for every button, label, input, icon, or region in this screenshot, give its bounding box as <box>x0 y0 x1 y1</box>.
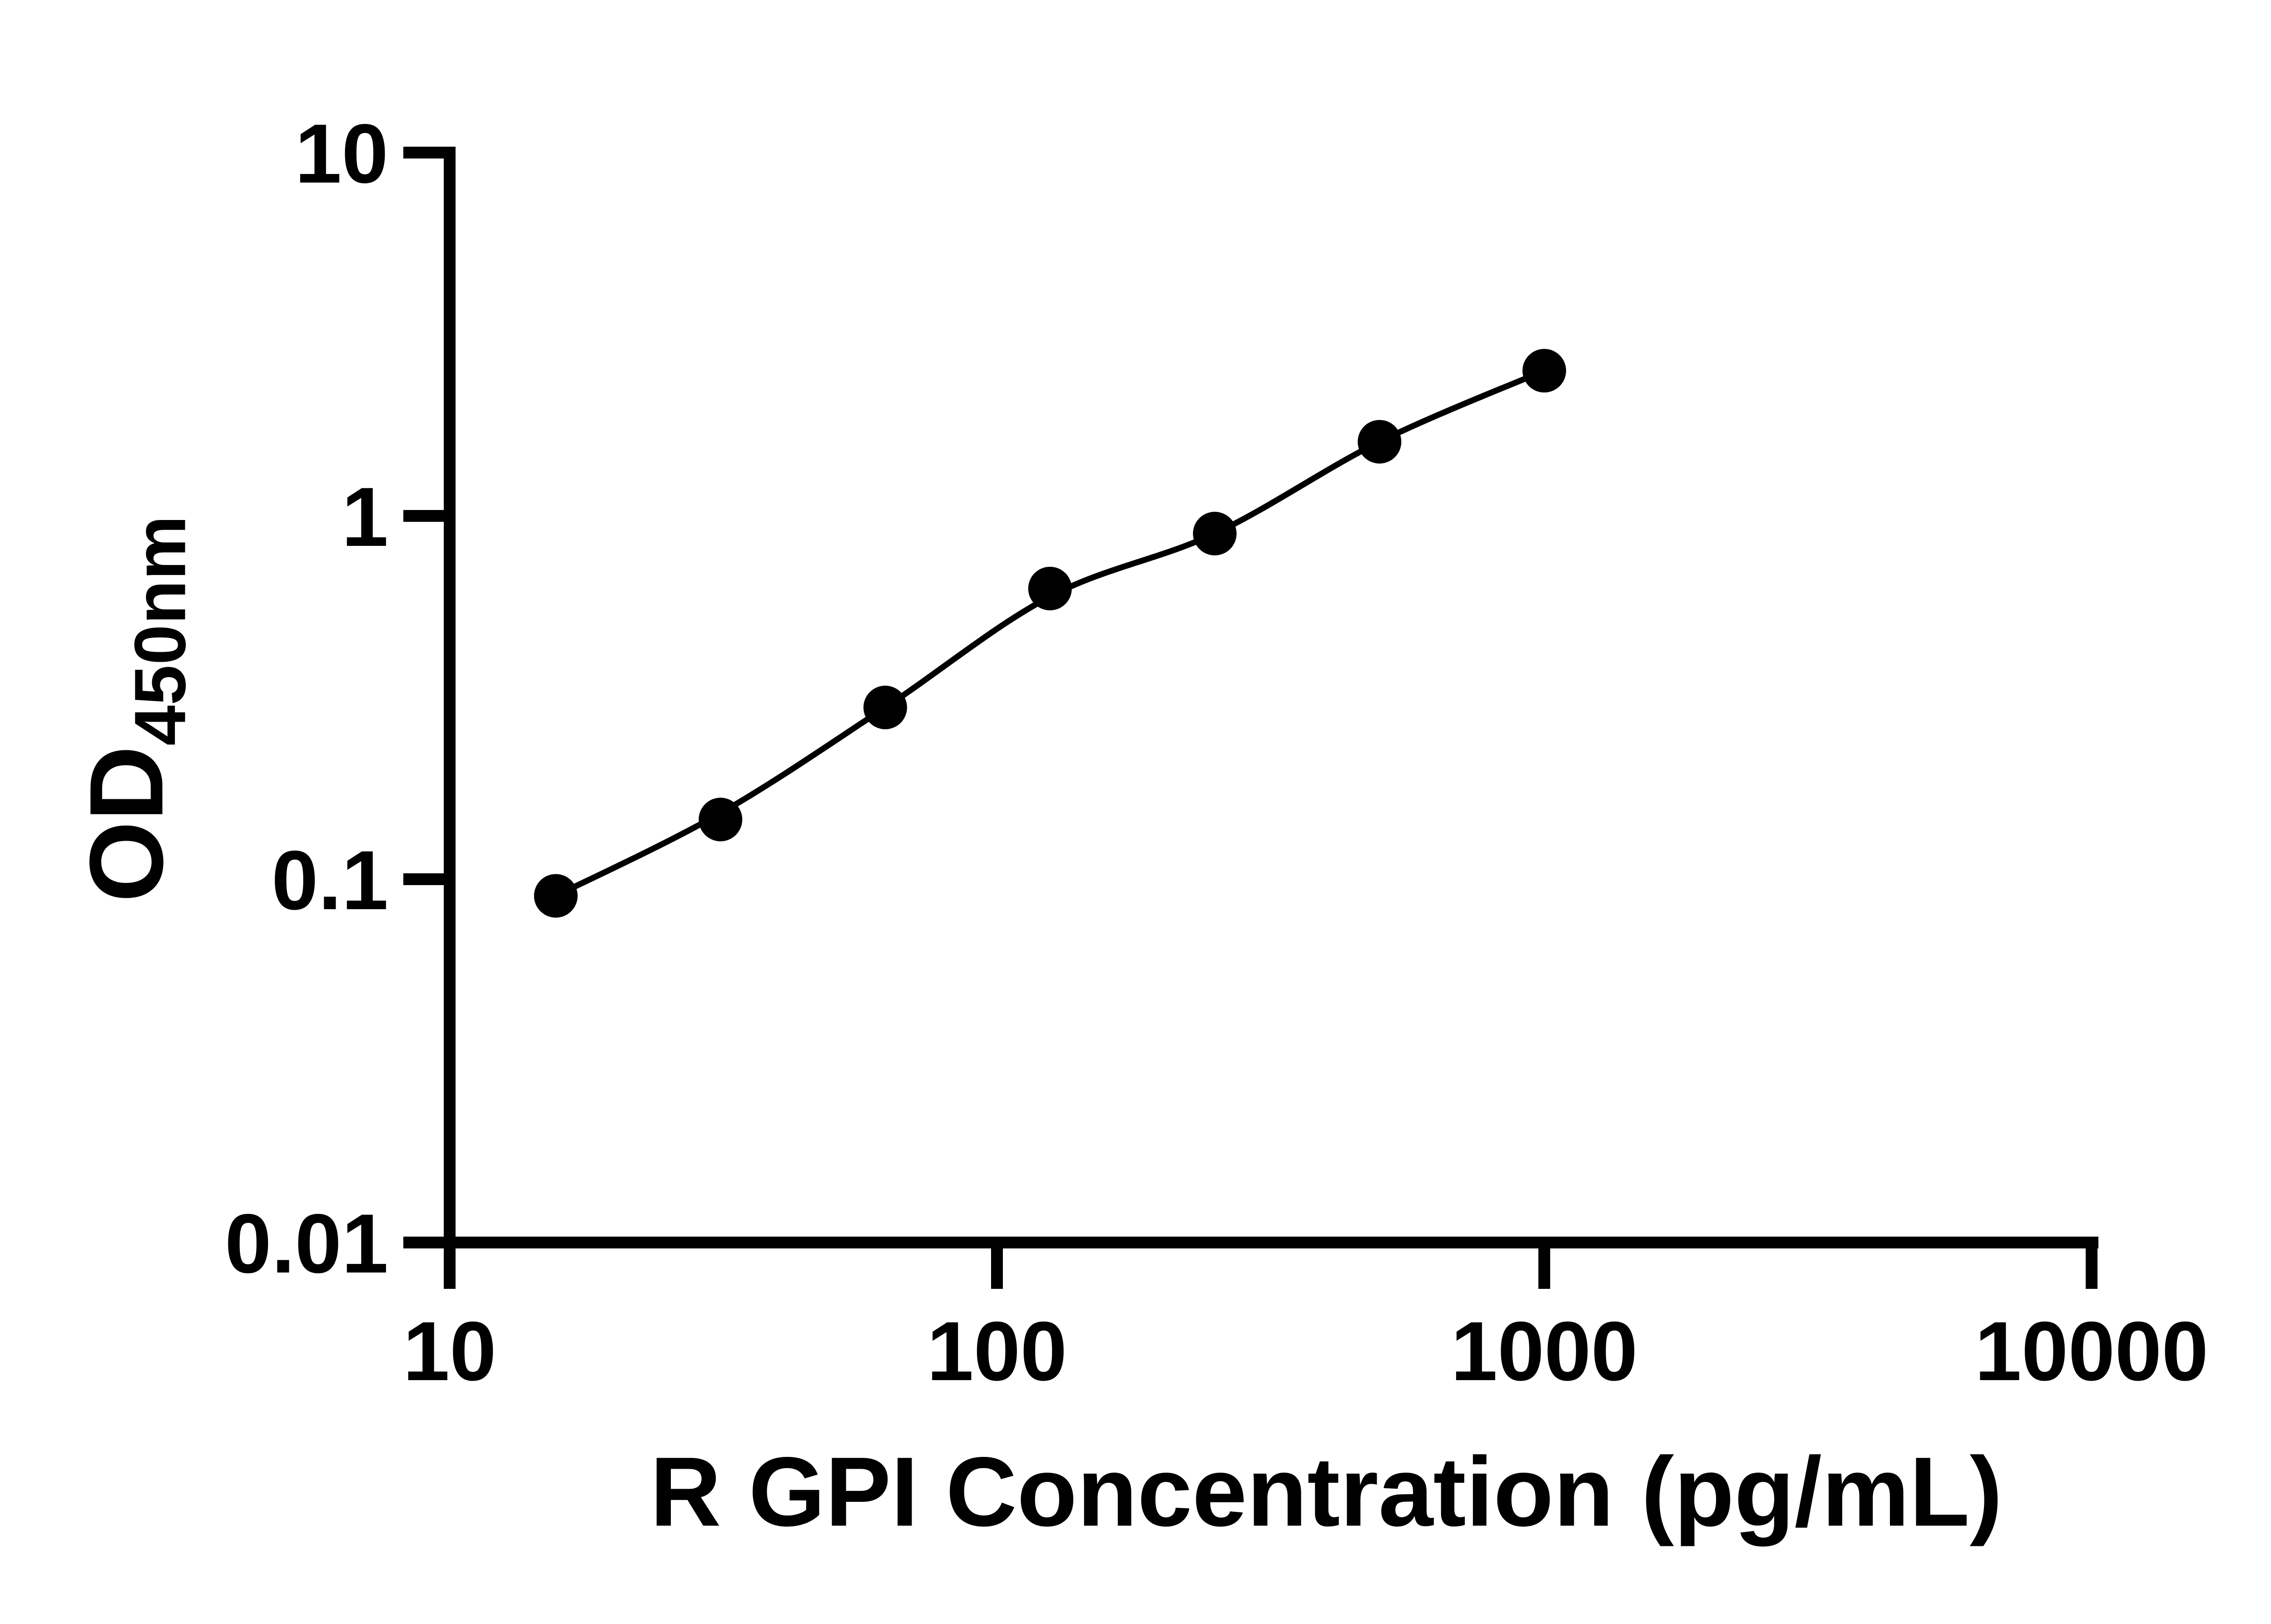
x-tick-label: 1000 <box>1451 1305 1638 1398</box>
y-tick-label: 0.1 <box>272 834 388 927</box>
data-point <box>1193 511 1237 555</box>
y-axis-title: OD450nm <box>66 515 202 902</box>
data-point <box>863 685 907 729</box>
x-tick-label: 100 <box>927 1305 1067 1398</box>
y-tick-label: 10 <box>295 107 388 201</box>
y-tick-label: 0.01 <box>225 1197 388 1291</box>
x-tick-label: 10 <box>403 1305 496 1398</box>
x-axis-title: R GPI Concentration (pg/mL) <box>650 1436 2003 1547</box>
data-point <box>699 797 743 842</box>
y-tick-label: 1 <box>342 470 388 564</box>
data-point <box>1028 566 1072 610</box>
y-axis-title-main: OD <box>68 745 185 902</box>
data-point <box>534 874 578 918</box>
x-tick-label: 10000 <box>1975 1305 2208 1398</box>
y-axis-title-subscript: 450nm <box>119 515 201 746</box>
data-point <box>1358 420 1402 464</box>
data-point <box>1522 349 1566 393</box>
